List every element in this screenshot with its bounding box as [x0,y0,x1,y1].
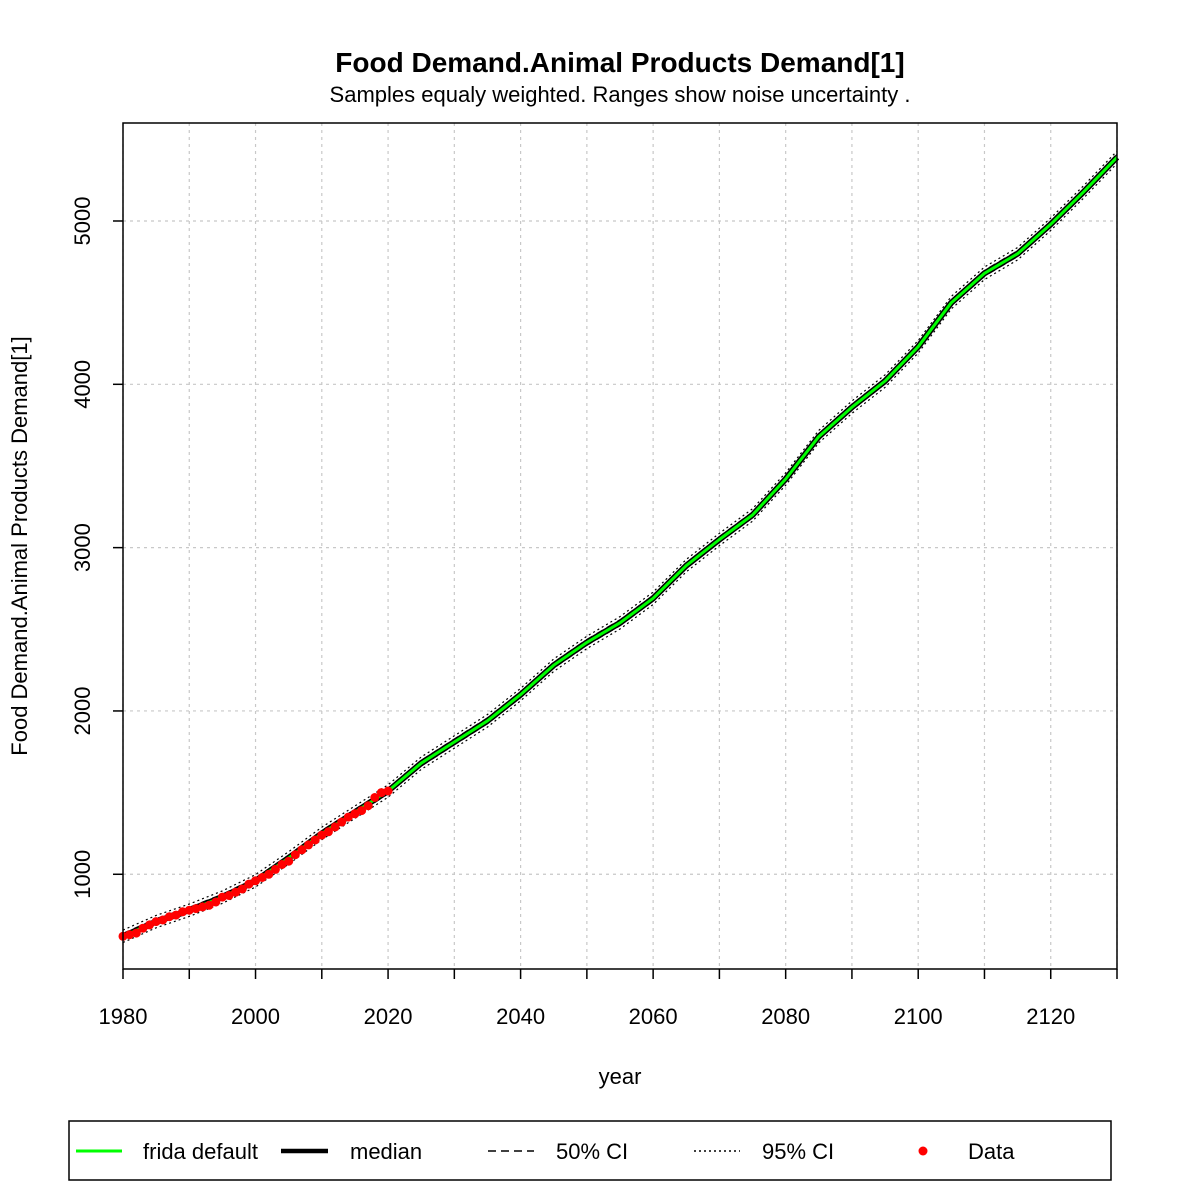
legend-95ci-label: 95% CI [762,1139,834,1164]
y-axis: 1000 2000 3000 4000 5000 [70,197,123,899]
data-point [251,876,260,886]
legend-frida-default-label: frida default [143,1139,258,1164]
grid [122,123,1118,969]
data-point [290,850,300,860]
data-point [284,856,294,866]
y-axis-label: Food Demand.Animal Products Demand[1] [7,336,32,755]
legend-median-label: median [350,1139,422,1164]
x-tick-label: 2120 [1026,1004,1075,1029]
y-tick-label: 2000 [70,686,95,735]
y-tick-label: 3000 [70,523,95,572]
data-point [330,822,340,832]
series-lines [121,155,1120,940]
data-point [204,900,214,910]
data-point [310,835,320,845]
data-point [297,845,307,855]
x-tick-label: 2000 [231,1004,280,1029]
legend: frida default median 50% CI 95% CI Data [68,1120,1112,1181]
data-point [323,827,333,837]
chart-subtitle: Samples equaly weighted. Ranges show noi… [330,82,911,107]
data-point [237,884,247,894]
ci95-upper-line [122,150,1118,931]
data-point [211,897,221,907]
ci-bands [122,150,1118,944]
median-line [121,155,1120,940]
ci50-lower-line [122,159,1118,940]
x-axis-label: year [599,1064,642,1089]
legend-50ci-label: 50% CI [556,1139,628,1164]
ci50-upper-line [122,153,1118,934]
data-point [264,869,274,879]
x-tick-label: 2020 [364,1004,413,1029]
data-point [363,801,373,811]
x-tick-label: 1980 [99,1004,148,1029]
data-point [370,793,380,802]
data-points [118,786,393,941]
data-point [224,891,234,900]
ci95-lower-line [122,163,1118,944]
data-point [357,806,367,816]
y-tick-label: 1000 [70,850,95,899]
legend-data-swatch [918,1146,928,1156]
plot-frame [122,122,1118,970]
x-tick-label: 2080 [761,1004,810,1029]
legend-data-label: Data [968,1139,1015,1164]
y-tick-label: 4000 [70,360,95,409]
legend-box [68,1120,1112,1181]
data-point [304,840,313,850]
chart-title: Food Demand.Animal Products Demand[1] [335,47,904,78]
data-point [350,809,360,819]
x-tick-label: 2060 [629,1004,678,1029]
data-point [277,860,287,869]
x-axis: 1980 2000 2020 2040 2060 2080 2100 2120 [99,969,1118,1029]
x-tick-label: 2040 [496,1004,545,1029]
data-point [270,864,280,874]
x-tick-label: 2100 [894,1004,943,1029]
frida-default-line [122,156,1119,938]
data-point [131,928,141,938]
data-point [337,817,347,827]
y-tick-label: 5000 [70,197,95,246]
data-point [383,786,393,796]
